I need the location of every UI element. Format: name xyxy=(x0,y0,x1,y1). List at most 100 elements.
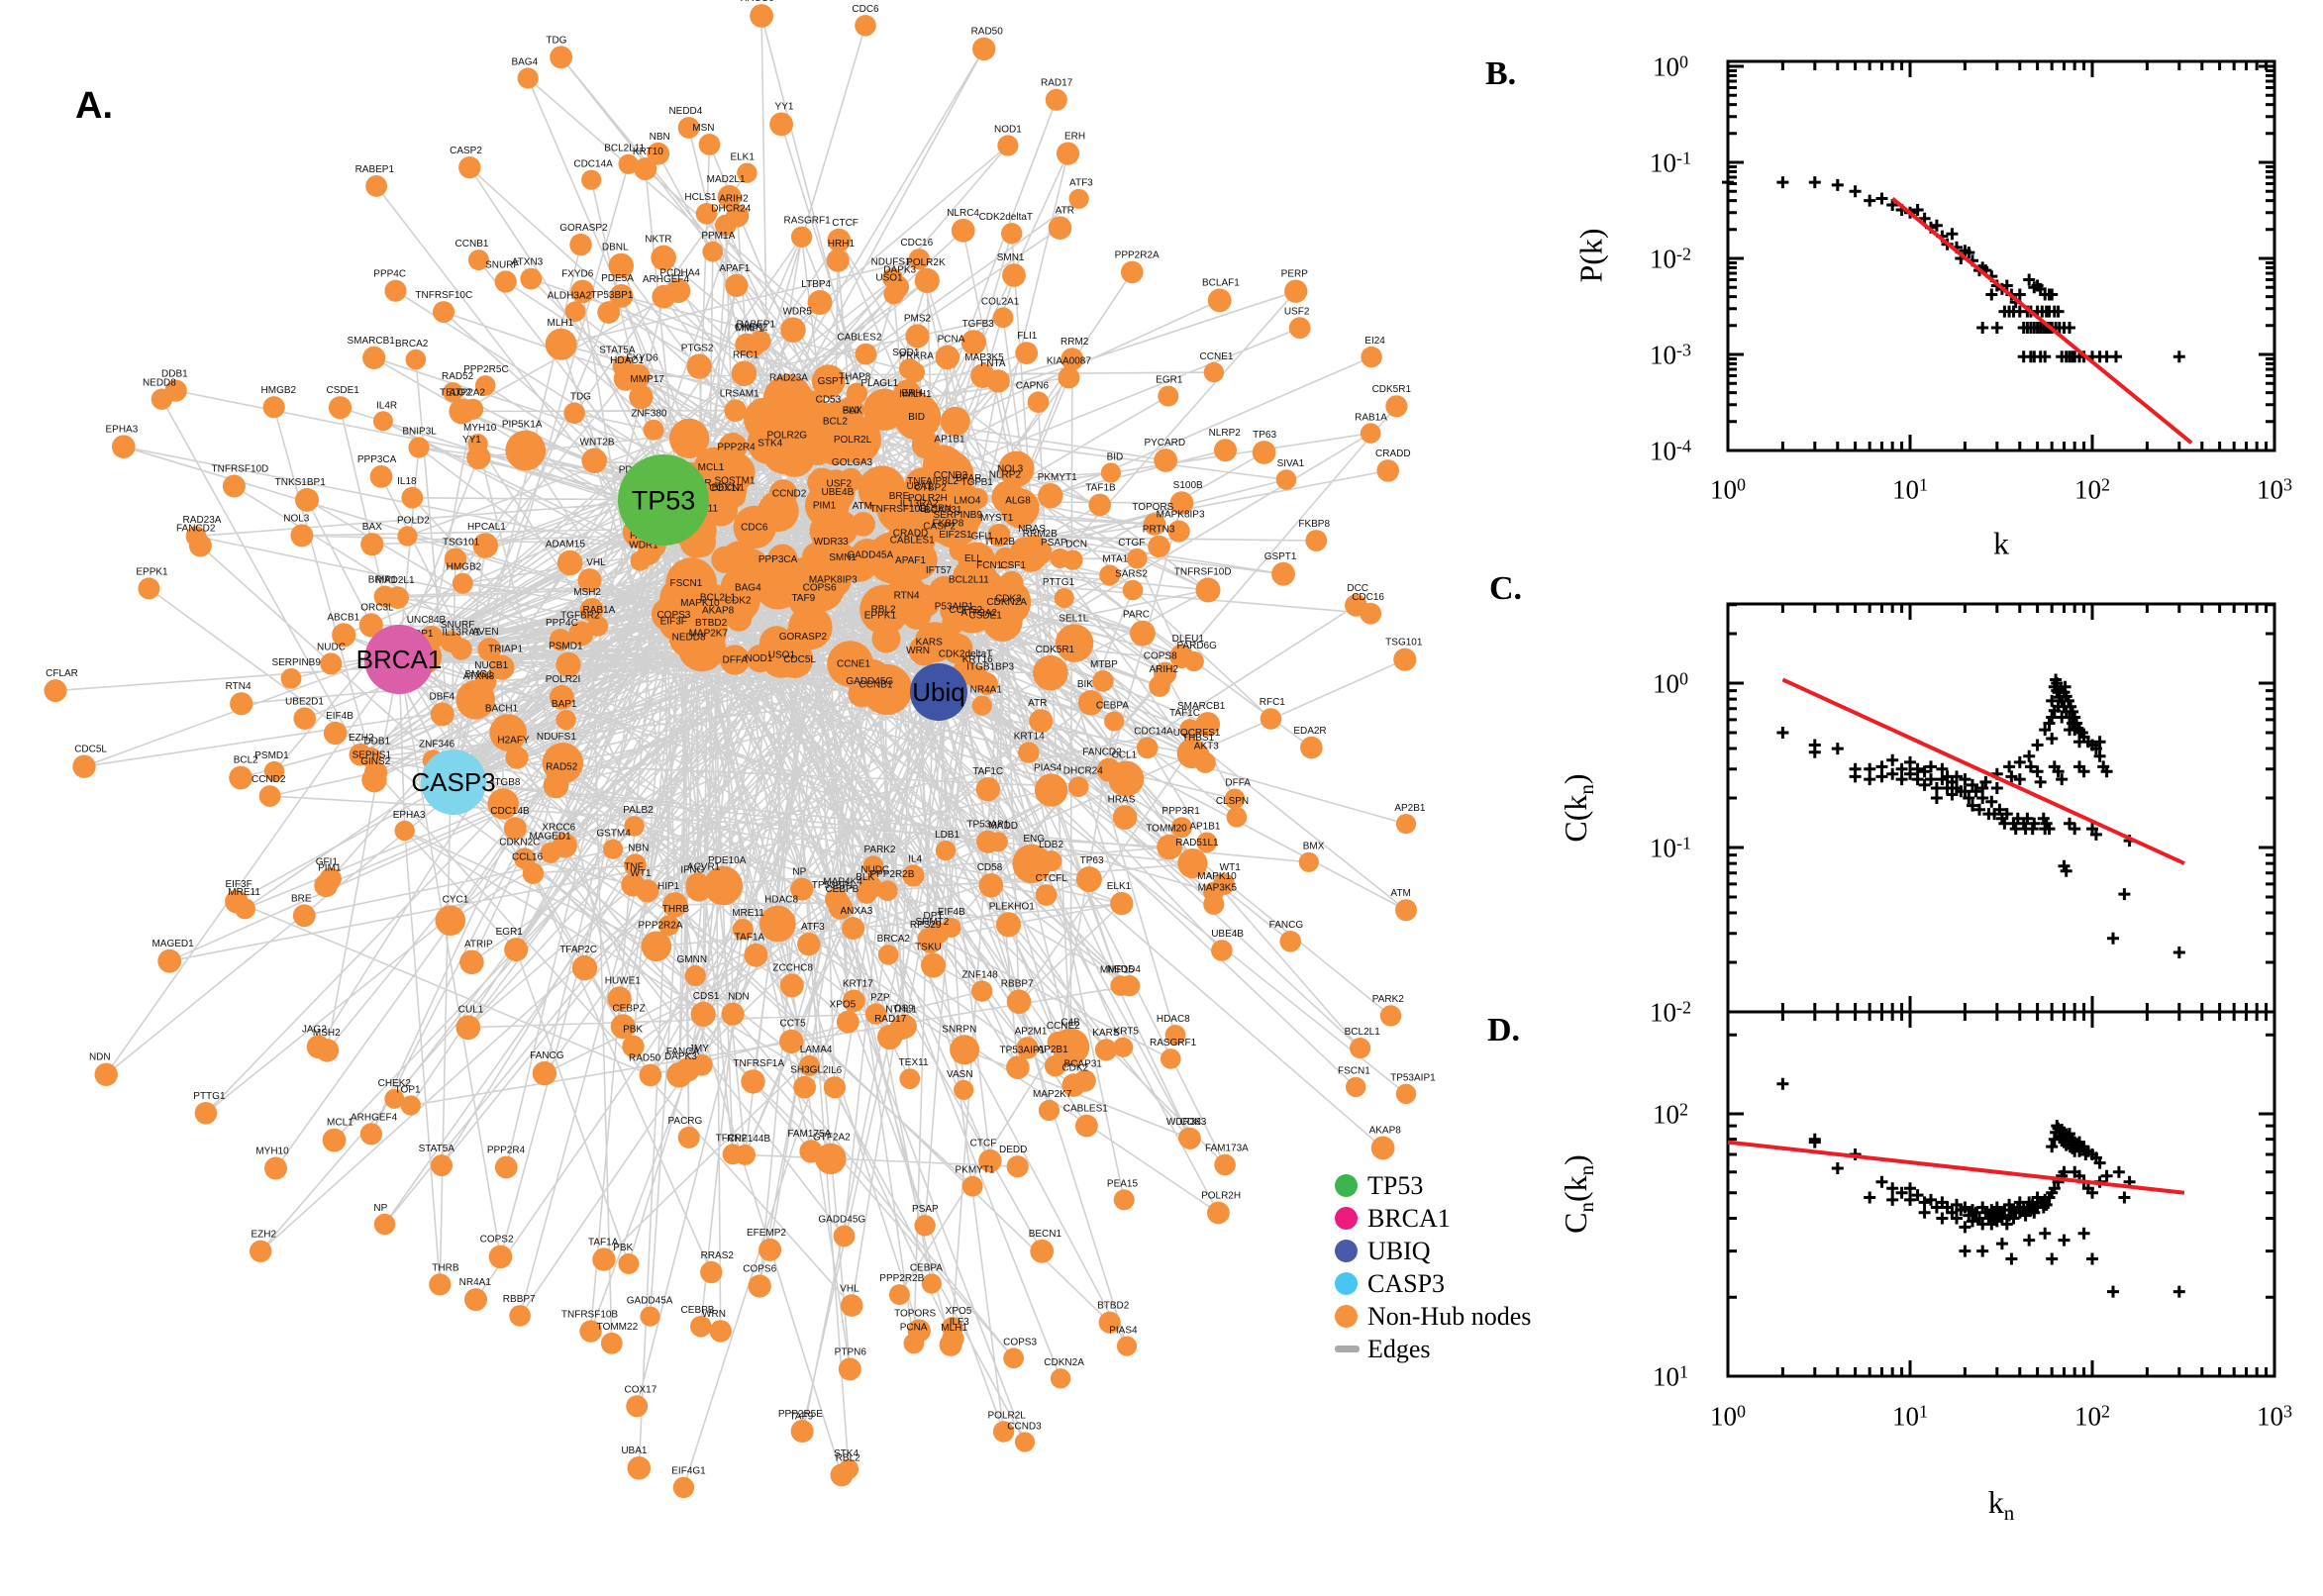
network-node[interactable] xyxy=(840,1294,863,1317)
network-node[interactable] xyxy=(1055,624,1094,662)
network-node[interactable] xyxy=(384,1088,405,1109)
network-node[interactable] xyxy=(581,448,607,474)
network-node[interactable] xyxy=(1361,346,1382,368)
network-node[interactable] xyxy=(435,905,466,936)
network-node[interactable] xyxy=(522,862,545,884)
network-node[interactable] xyxy=(914,267,940,293)
network-node[interactable] xyxy=(444,548,467,570)
network-node[interactable] xyxy=(815,558,851,594)
network-node[interactable] xyxy=(725,486,746,508)
network-node[interactable] xyxy=(581,169,602,190)
network-node[interactable] xyxy=(608,252,634,279)
network-node[interactable] xyxy=(905,324,930,349)
network-node[interactable] xyxy=(517,67,539,89)
network-node[interactable] xyxy=(1016,1037,1039,1059)
network-node[interactable] xyxy=(864,1003,887,1025)
network-node[interactable] xyxy=(44,679,67,703)
network-node[interactable] xyxy=(651,245,676,271)
network-node[interactable] xyxy=(1346,1076,1366,1098)
network-node[interactable] xyxy=(1170,817,1192,839)
network-node[interactable] xyxy=(1379,1005,1402,1027)
network-node[interactable] xyxy=(570,279,595,304)
network-node[interactable] xyxy=(1207,288,1232,313)
network-node[interactable] xyxy=(563,402,585,425)
network-node[interactable] xyxy=(634,157,657,181)
network-node[interactable] xyxy=(861,663,913,716)
network-node[interactable] xyxy=(1034,773,1068,807)
network-node[interactable] xyxy=(464,1288,487,1312)
network-node[interactable] xyxy=(995,912,1022,938)
network-node[interactable] xyxy=(258,785,281,807)
network-node[interactable] xyxy=(579,1320,602,1343)
network-node[interactable] xyxy=(1183,650,1204,672)
network-node[interactable] xyxy=(640,1306,660,1327)
network-node[interactable] xyxy=(929,575,960,607)
network-node[interactable] xyxy=(793,1422,814,1443)
network-node[interactable] xyxy=(881,267,903,288)
network-node[interactable] xyxy=(477,638,502,661)
network-node[interactable] xyxy=(1015,342,1039,364)
network-node[interactable] xyxy=(1100,462,1121,483)
network-node[interactable] xyxy=(626,1395,649,1418)
network-node[interactable] xyxy=(826,249,850,272)
network-node[interactable] xyxy=(815,1143,847,1175)
network-node[interactable] xyxy=(361,767,387,793)
network-node[interactable] xyxy=(1002,263,1026,287)
network-node[interactable] xyxy=(1099,564,1121,586)
network-node[interactable] xyxy=(360,533,384,556)
network-node[interactable] xyxy=(1130,620,1156,647)
network-node[interactable] xyxy=(717,184,742,209)
network-node[interactable] xyxy=(1110,975,1131,996)
network-node[interactable] xyxy=(319,867,342,890)
network-node[interactable] xyxy=(373,585,396,608)
network-node[interactable] xyxy=(839,467,863,492)
network-node[interactable] xyxy=(292,904,316,928)
network-node[interactable] xyxy=(532,1060,557,1086)
network-node[interactable] xyxy=(430,702,454,727)
network-node[interactable] xyxy=(1195,577,1221,603)
network-node[interactable] xyxy=(799,1140,823,1163)
network-node[interactable] xyxy=(690,1316,712,1338)
network-node[interactable] xyxy=(759,905,796,943)
network-node[interactable] xyxy=(966,488,988,509)
network-node[interactable] xyxy=(922,445,964,487)
network-node[interactable] xyxy=(725,273,749,297)
network-node[interactable] xyxy=(1178,1127,1201,1149)
network-node[interactable] xyxy=(358,613,383,638)
network-node[interactable] xyxy=(732,919,754,941)
network-node[interactable] xyxy=(264,1156,287,1180)
network-node[interactable] xyxy=(780,317,806,344)
network-node[interactable] xyxy=(373,1213,396,1236)
network-node[interactable] xyxy=(1113,1189,1135,1211)
network-node[interactable] xyxy=(855,14,876,37)
network-node[interactable] xyxy=(1214,439,1237,462)
network-node[interactable] xyxy=(262,396,285,419)
network-node[interactable] xyxy=(1360,602,1382,625)
network-node[interactable] xyxy=(1203,893,1225,915)
network-node[interactable] xyxy=(1164,1025,1186,1046)
network-node[interactable] xyxy=(1169,491,1194,515)
network-node[interactable] xyxy=(833,1225,856,1247)
network-node[interactable] xyxy=(798,1054,820,1076)
network-node[interactable] xyxy=(846,382,867,404)
network-node[interactable] xyxy=(320,652,343,675)
network-node[interactable] xyxy=(991,480,1025,514)
network-node[interactable] xyxy=(851,539,884,571)
network-node[interactable] xyxy=(807,290,833,315)
network-node[interactable] xyxy=(838,1357,861,1381)
network-node[interactable] xyxy=(980,571,1002,593)
network-node[interactable] xyxy=(877,945,899,965)
network-node[interactable] xyxy=(702,241,724,262)
network-node[interactable] xyxy=(978,873,1004,898)
network-node[interactable] xyxy=(998,450,1035,487)
network-node[interactable] xyxy=(520,267,543,290)
network-node[interactable] xyxy=(157,948,182,973)
network-node[interactable] xyxy=(662,892,688,918)
network-node[interactable] xyxy=(618,1252,640,1274)
network-node[interactable] xyxy=(1001,223,1023,245)
network-node[interactable] xyxy=(972,37,996,61)
network-node[interactable] xyxy=(600,1332,623,1354)
network-node[interactable] xyxy=(899,358,920,379)
network-node[interactable] xyxy=(1121,260,1144,284)
network-node[interactable] xyxy=(842,917,865,941)
